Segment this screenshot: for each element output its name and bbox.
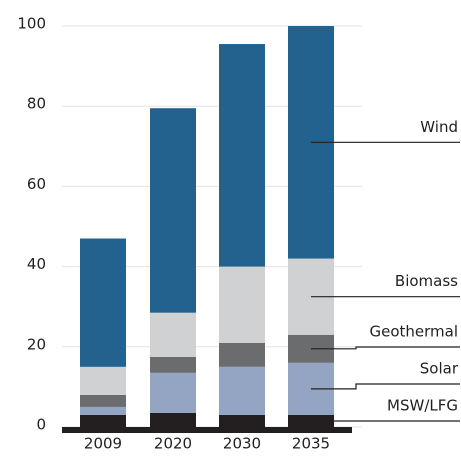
y-tick-label: 40 xyxy=(27,255,46,273)
legend-label: Geothermal xyxy=(369,322,458,340)
y-tick-label: 0 xyxy=(36,416,46,434)
legend-label: Wind xyxy=(420,118,458,136)
x-tick-label: 2020 xyxy=(154,435,192,453)
bar-segment xyxy=(219,366,265,415)
bar-segment xyxy=(219,342,265,367)
y-tick-label: 60 xyxy=(27,175,46,193)
legend-label: MSW/LFG xyxy=(387,396,458,414)
bar-segment xyxy=(80,414,126,427)
bar-segment xyxy=(150,412,196,427)
legend-leader xyxy=(311,346,460,350)
bar-segment xyxy=(150,312,196,357)
x-tick-label: 2030 xyxy=(223,435,261,453)
bar-segment xyxy=(150,372,196,413)
x-tick-label: 2035 xyxy=(292,435,330,453)
bar-segment xyxy=(80,238,126,367)
bar-segment xyxy=(219,266,265,343)
baseline xyxy=(62,427,352,433)
legend-leader xyxy=(311,383,460,390)
bar-segment xyxy=(80,394,126,407)
x-tick-label: 2009 xyxy=(84,435,122,453)
bar-segment xyxy=(80,406,126,415)
bar-segment xyxy=(219,44,265,267)
legend-label: Solar xyxy=(420,359,459,377)
y-tick-label: 80 xyxy=(27,95,46,113)
bar-segment xyxy=(150,356,196,373)
bar-segment xyxy=(219,414,265,427)
bar-segment xyxy=(80,366,126,395)
legend-label: Biomass xyxy=(395,272,458,290)
bar-segment xyxy=(150,108,196,313)
y-tick-label: 20 xyxy=(27,335,46,353)
y-tick-label: 100 xyxy=(17,15,46,33)
